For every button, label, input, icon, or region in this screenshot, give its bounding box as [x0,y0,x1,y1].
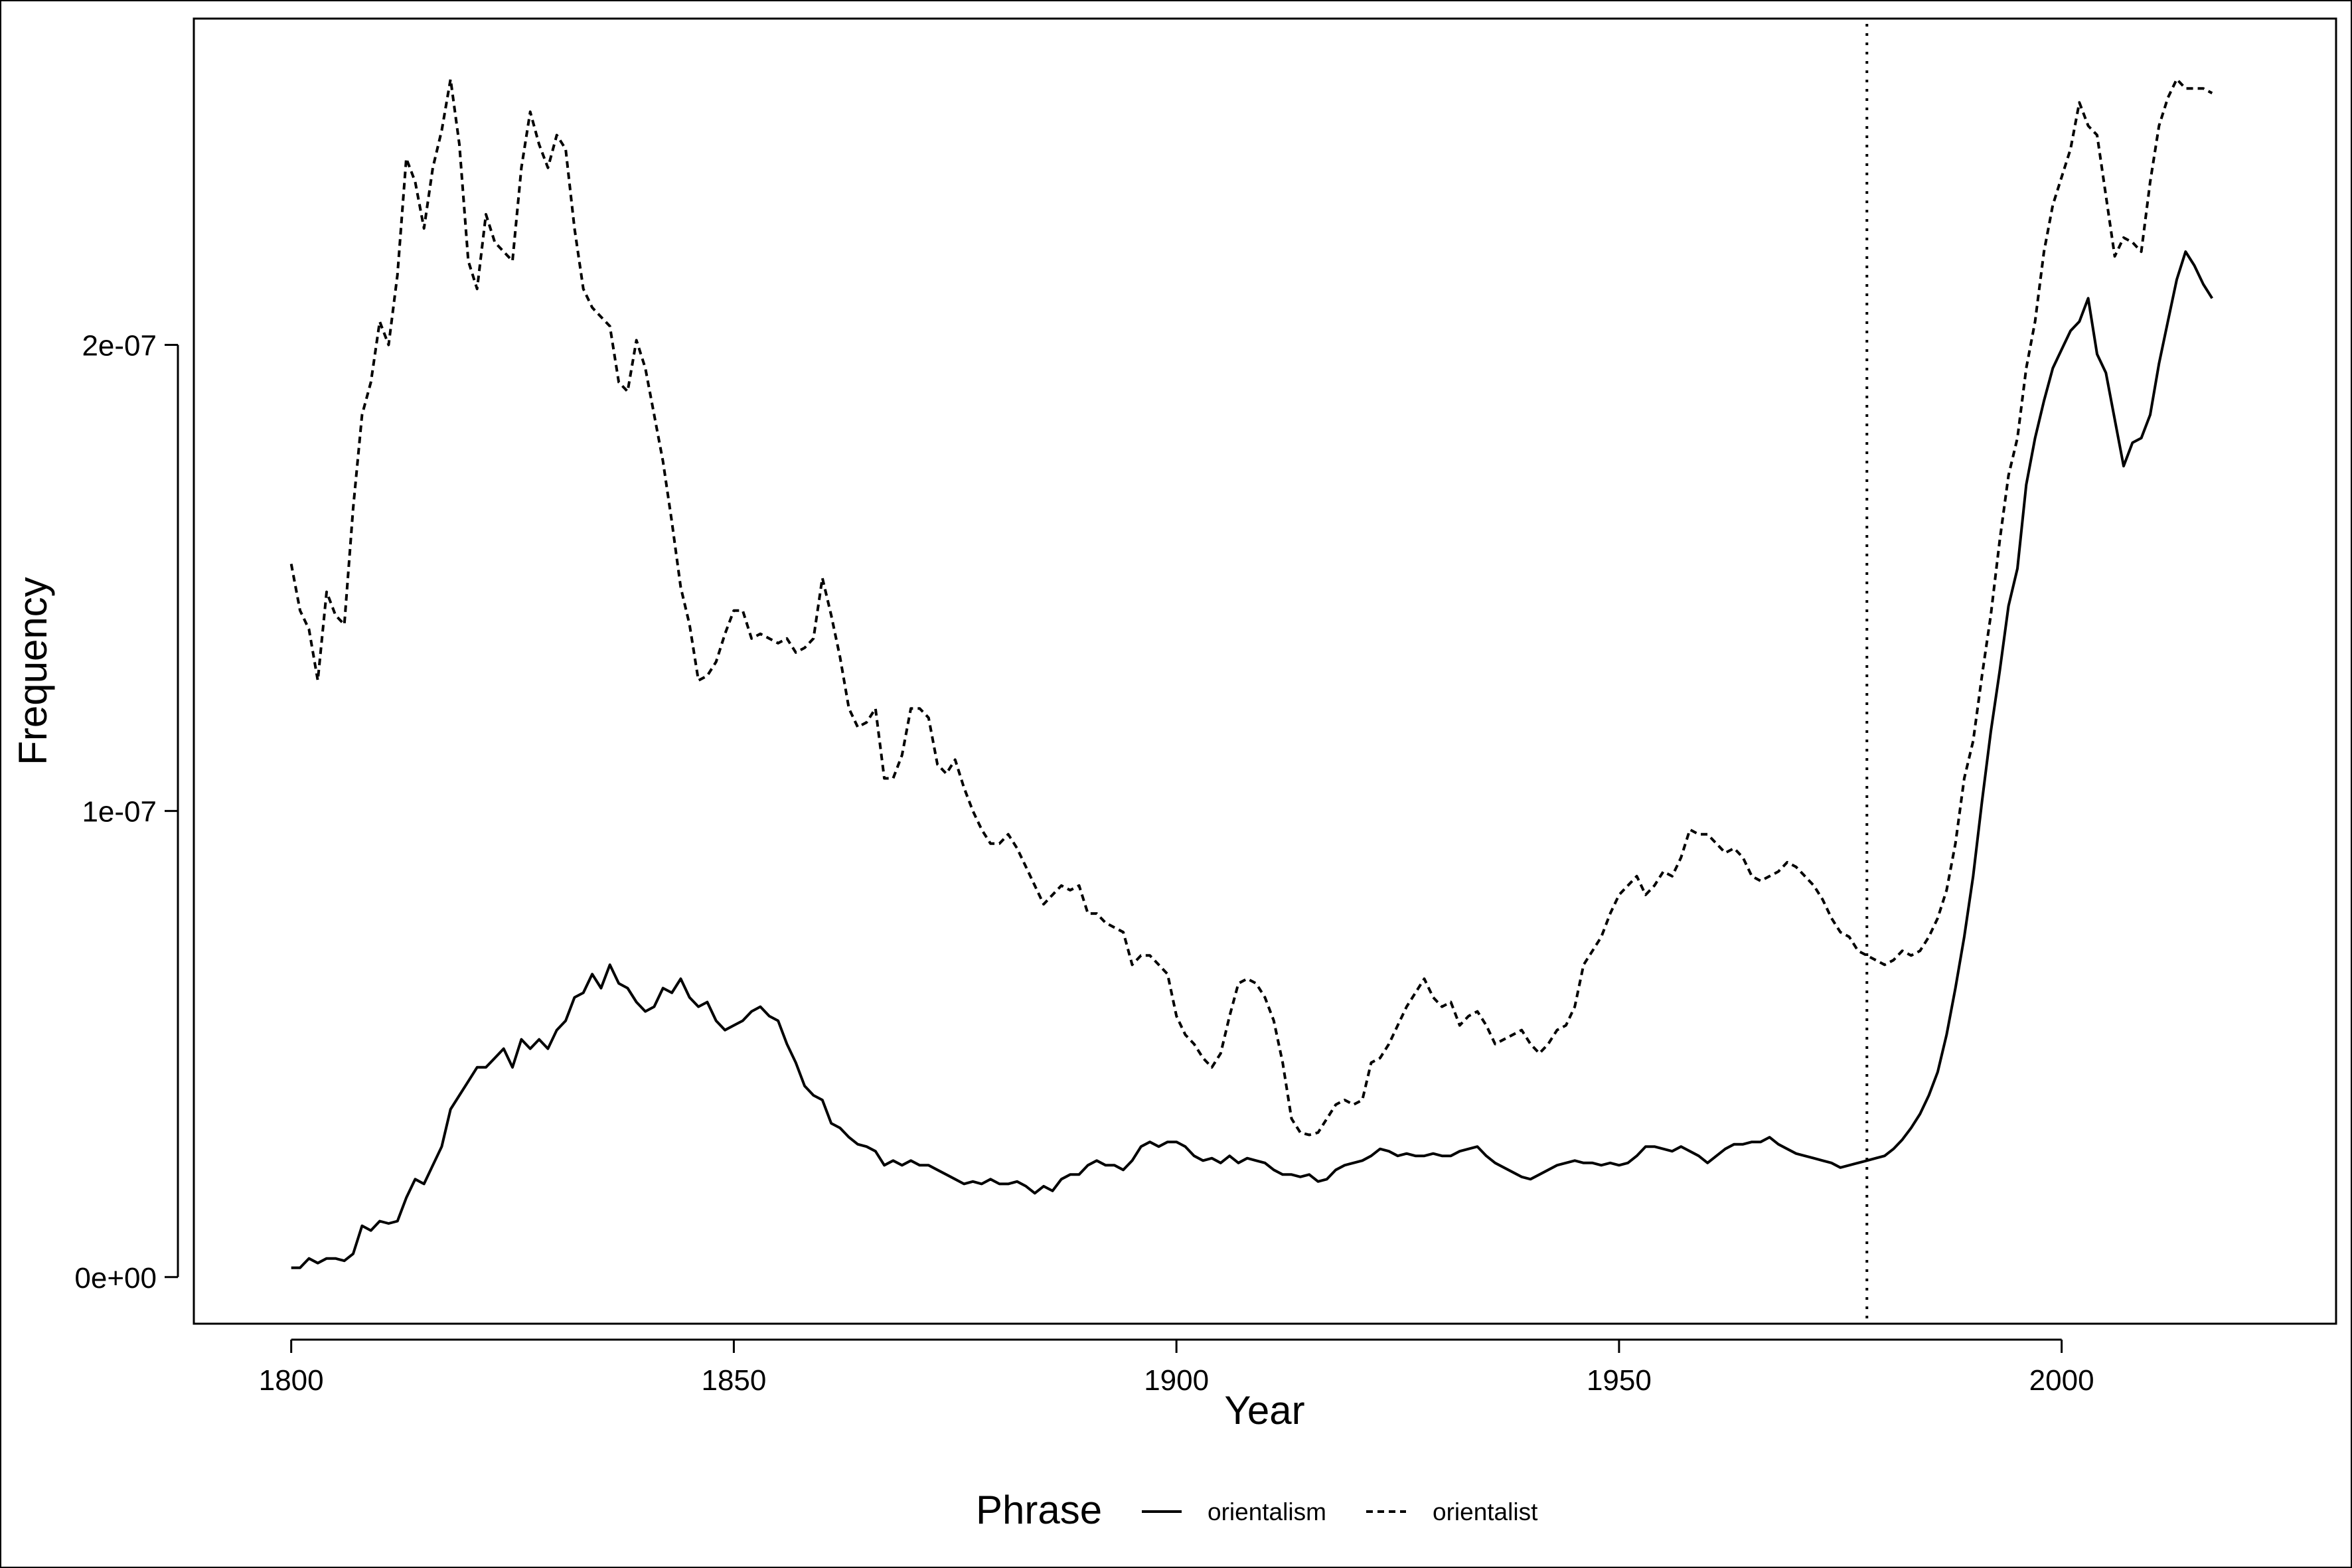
y-tick-label: 1e-07 [82,796,157,828]
y-axis-title: Frequency [11,577,55,765]
legend-label-orientalist: orientalist [1433,1498,1538,1526]
x-axis-title: Year [1224,1388,1304,1433]
legend-label-orientalism: orientalism [1208,1498,1326,1526]
series-layer [289,78,2213,1269]
plot-border [193,17,2337,1325]
series-line-orientalism [291,250,2213,1269]
y-axis: 0e+00 1e-07 2e-07 [74,330,179,1294]
x-axis: 1800 1850 1900 1950 2000 [259,1338,2094,1397]
x-tick-label: 1800 [259,1364,324,1397]
x-tick-label: 1850 [701,1364,766,1397]
x-tick-label: 1950 [1587,1364,1652,1397]
y-tick-label: 2e-07 [82,330,157,362]
legend: Phrase orientalism orientalist [976,1488,1538,1532]
y-tick-label: 0e+00 [74,1262,157,1294]
x-tick-label: 2000 [2029,1364,2094,1397]
series-line-orientalist [289,78,2213,1137]
x-tick-label: 1900 [1144,1364,1209,1397]
legend-title: Phrase [976,1488,1102,1532]
